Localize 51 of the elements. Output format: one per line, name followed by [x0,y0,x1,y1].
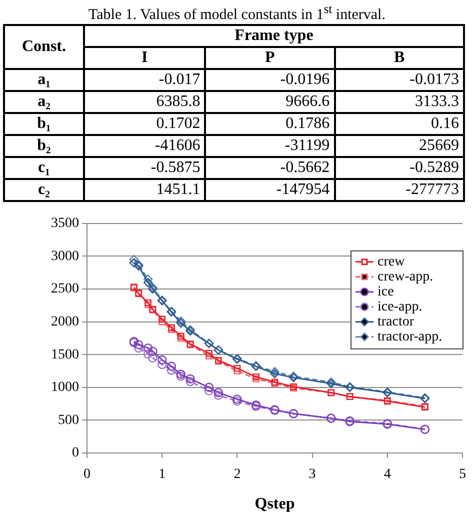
legend-label: crew [378,254,406,270]
y-tick-label: 0 [72,446,79,461]
text: -0.0173 [334,69,464,91]
text: -0.5662 [205,157,335,179]
legend-label: ice-app. [378,300,422,315]
text: B [334,47,464,69]
x-tick-label: 4 [384,467,391,482]
text: -31199 [205,135,335,157]
x-tick-label: 1 [158,467,166,482]
x-axis-title: Qstep [254,496,295,513]
y-tick-label: 1500 [51,347,79,362]
legend-label: ice [378,284,394,300]
y-tick-label: 3500 [51,216,79,232]
text: -277773 [334,179,464,201]
text: 25669 [334,135,464,157]
text: -147954 [205,179,335,201]
y-tick-label: 500 [58,412,79,428]
y-tick-label: 2500 [51,282,79,297]
text: 1451.1 [84,179,206,201]
text: 0.1786 [205,113,335,135]
text: b₁ [4,113,84,135]
text: 6385.8 [84,91,206,113]
text: c₁ [4,157,84,179]
text: b₂ [4,135,84,157]
text: P [205,47,335,69]
x-tick-label: 5 [459,467,466,482]
text: I [84,47,206,69]
y-tick-label: 3000 [51,248,79,264]
text: -0.017 [84,69,206,91]
x-tick-label: 0 [84,467,90,482]
text: 3133.3 [334,91,464,113]
text: -0.5289 [334,157,464,179]
text: -0.0196 [205,69,335,91]
x-tick-label: 2 [234,467,241,482]
text: Table 1. Values of model constants in 1$^{st}$ interval. [88,1,386,24]
text: 9666.6 [205,91,335,113]
legend-label: tractor [378,314,414,330]
y-tick-label: 1000 [51,380,79,396]
text: Frame type [84,25,464,47]
text: 0.16 [334,113,464,135]
text: a₁ [4,69,84,91]
text: a₂ [4,91,84,113]
text: Const. [4,25,84,69]
text: -41606 [84,135,206,157]
y-tick-label: 2000 [51,314,79,330]
text: c₂ [4,179,84,201]
legend-label: crew-app. [378,270,434,285]
legend-label: tractor-app. [378,330,442,345]
text: -0.5875 [84,157,206,179]
text: 0.1702 [84,113,206,135]
x-tick-label: 3 [308,467,316,482]
